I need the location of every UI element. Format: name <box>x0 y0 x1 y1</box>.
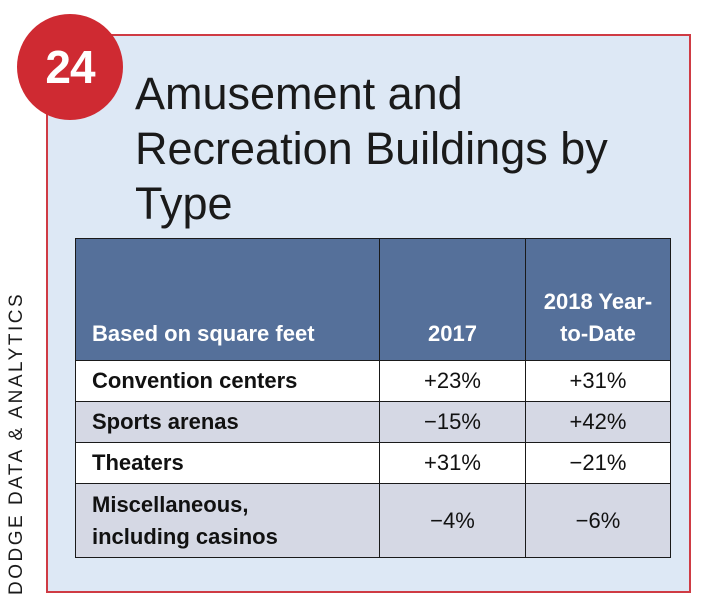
data-table: Based on square feet 2017 2018 Year-to-D… <box>75 238 671 558</box>
header-2018-ytd: 2018 Year-to-Date <box>525 238 671 361</box>
cell-2017: +23% <box>379 360 526 402</box>
row-label: Convention centers <box>75 360 380 402</box>
figure-number-badge: 24 <box>17 14 123 120</box>
table-row: Miscellaneous, including casinos −4% −6% <box>75 483 671 558</box>
cell-2018: +42% <box>525 401 671 443</box>
table-row: Sports arenas −15% +42% <box>75 401 671 443</box>
table-row: Theaters +31% −21% <box>75 442 671 484</box>
cell-2017: +31% <box>379 442 526 484</box>
table-row: Convention centers +23% +31% <box>75 360 671 402</box>
header-basis: Based on square feet <box>75 238 380 361</box>
row-label: Sports arenas <box>75 401 380 443</box>
row-label: Theaters <box>75 442 380 484</box>
cell-2018: +31% <box>525 360 671 402</box>
figure-title: Amusement and Recreation Buildings by Ty… <box>135 68 608 229</box>
cell-2017: −4% <box>379 483 526 558</box>
cell-2018: −21% <box>525 442 671 484</box>
source-credit: DODGE DATA & ANALYTICS <box>6 291 27 595</box>
row-label: Miscellaneous, including casinos <box>75 483 380 558</box>
table-header-row: Based on square feet 2017 2018 Year-to-D… <box>75 238 671 361</box>
header-2017: 2017 <box>379 238 526 361</box>
cell-2018: −6% <box>525 483 671 558</box>
cell-2017: −15% <box>379 401 526 443</box>
